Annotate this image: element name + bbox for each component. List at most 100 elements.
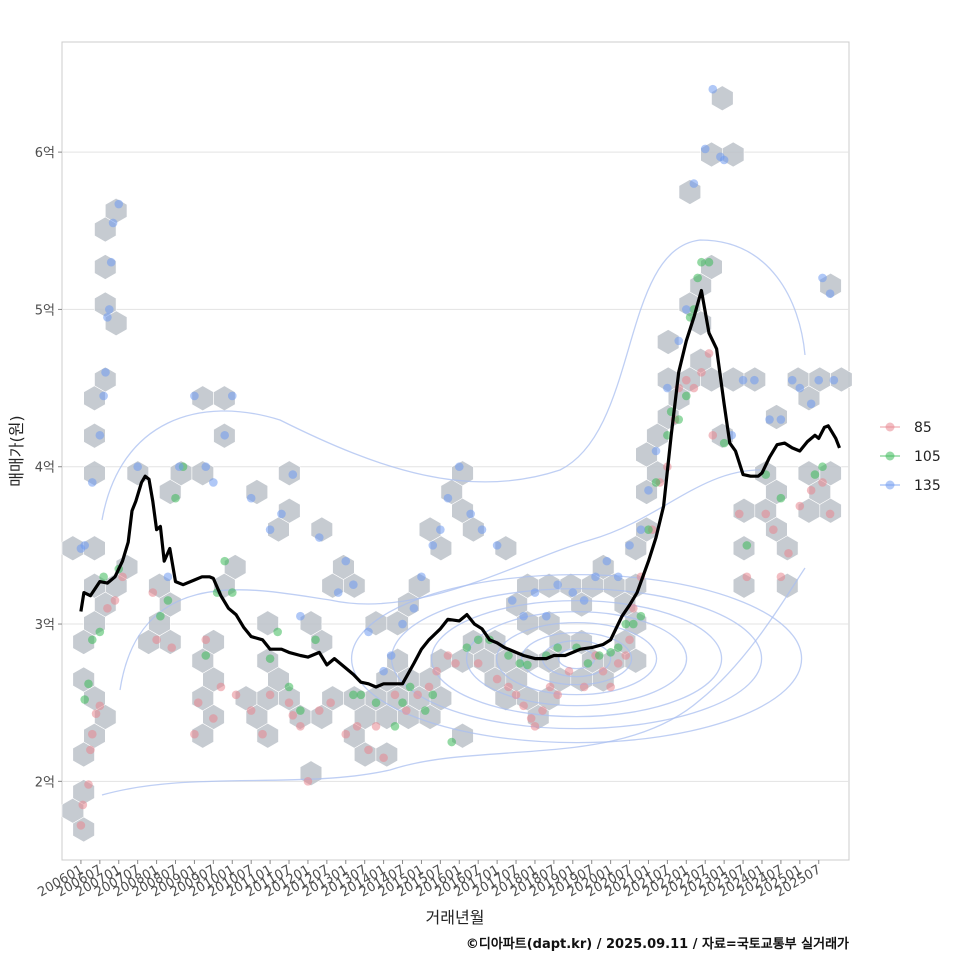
point-135 bbox=[133, 462, 142, 472]
legend-label: 135 bbox=[914, 478, 941, 494]
point-105 bbox=[405, 682, 415, 692]
point-135 bbox=[428, 541, 438, 550]
point-105 bbox=[613, 643, 623, 652]
point-85 bbox=[110, 596, 120, 605]
hexbin-cell bbox=[418, 516, 442, 543]
hexbin-cell bbox=[635, 441, 658, 468]
point-135 bbox=[409, 604, 419, 613]
point-85 bbox=[103, 604, 112, 613]
point-85 bbox=[519, 701, 528, 711]
point-105 bbox=[356, 690, 366, 700]
point-105 bbox=[621, 619, 631, 629]
point-85 bbox=[704, 349, 714, 358]
point-135 bbox=[651, 446, 661, 456]
point-135 bbox=[602, 556, 612, 566]
point-135 bbox=[644, 486, 653, 495]
point-105 bbox=[742, 541, 752, 550]
point-85 bbox=[825, 509, 835, 519]
point-105 bbox=[447, 737, 457, 747]
point-135 bbox=[277, 509, 286, 519]
point-85 bbox=[86, 745, 95, 755]
point-135 bbox=[738, 375, 748, 385]
point-105 bbox=[636, 611, 646, 621]
point-85 bbox=[761, 509, 771, 519]
point-135 bbox=[103, 312, 112, 322]
point-85 bbox=[390, 690, 400, 700]
point-105 bbox=[504, 651, 513, 660]
point-135 bbox=[454, 462, 464, 472]
point-135 bbox=[674, 336, 684, 346]
point-85 bbox=[152, 635, 161, 645]
density-contour bbox=[350, 573, 803, 744]
point-85 bbox=[708, 430, 718, 440]
point-85 bbox=[76, 821, 86, 830]
point-85 bbox=[379, 753, 388, 763]
point-105 bbox=[95, 627, 105, 637]
point-135 bbox=[163, 572, 173, 582]
point-85 bbox=[598, 666, 608, 676]
point-85 bbox=[473, 659, 483, 668]
point-105 bbox=[171, 493, 180, 503]
point-105 bbox=[583, 659, 593, 668]
point-85 bbox=[621, 651, 631, 660]
trend-line bbox=[79, 288, 841, 689]
point-85 bbox=[526, 714, 536, 723]
point-105 bbox=[810, 470, 820, 479]
density-contour bbox=[520, 631, 633, 686]
point-85 bbox=[504, 682, 513, 692]
scatter-points bbox=[76, 84, 839, 830]
point-85 bbox=[564, 666, 574, 676]
point-85 bbox=[246, 706, 256, 715]
point-135 bbox=[568, 588, 578, 597]
point-85 bbox=[209, 714, 218, 723]
y-tick-label: 5억 bbox=[35, 303, 55, 318]
point-85 bbox=[216, 682, 226, 692]
point-135 bbox=[689, 179, 699, 188]
x-axis: 2006012006072007012007072008012008072009… bbox=[35, 860, 824, 900]
point-85 bbox=[689, 383, 699, 393]
point-135 bbox=[806, 399, 816, 409]
point-85 bbox=[776, 572, 786, 582]
point-85 bbox=[511, 690, 521, 700]
point-85 bbox=[258, 729, 267, 739]
point-85 bbox=[190, 729, 199, 739]
point-85 bbox=[424, 682, 434, 692]
point-135 bbox=[466, 509, 475, 519]
point-85 bbox=[84, 780, 93, 789]
hexbin-cell bbox=[776, 535, 799, 562]
point-105 bbox=[428, 690, 438, 700]
legend-label: 105 bbox=[914, 449, 941, 465]
hexbin-cell bbox=[657, 329, 680, 355]
point-135 bbox=[765, 415, 774, 424]
point-135 bbox=[220, 430, 229, 440]
legend-key-point bbox=[885, 451, 895, 461]
point-105 bbox=[523, 660, 532, 670]
hexbin-cell bbox=[494, 535, 518, 562]
point-135 bbox=[227, 391, 237, 401]
legend-key-point bbox=[885, 480, 895, 490]
point-135 bbox=[80, 541, 90, 550]
point-135 bbox=[333, 588, 343, 597]
point-135 bbox=[398, 619, 407, 629]
hexbin-cell bbox=[830, 366, 853, 393]
point-85 bbox=[451, 659, 460, 668]
density-contour bbox=[430, 599, 723, 718]
point-105 bbox=[674, 415, 684, 424]
point-85 bbox=[784, 548, 793, 558]
point-85 bbox=[697, 368, 706, 377]
point-135 bbox=[190, 391, 199, 401]
y-tick-label: 6억 bbox=[35, 146, 55, 161]
point-85 bbox=[432, 666, 441, 676]
point-105 bbox=[473, 635, 483, 645]
point-105 bbox=[515, 659, 525, 668]
point-105 bbox=[651, 478, 661, 487]
point-105 bbox=[594, 651, 604, 660]
point-135 bbox=[814, 375, 824, 385]
point-135 bbox=[829, 375, 839, 385]
point-105 bbox=[265, 654, 275, 663]
point-135 bbox=[492, 541, 502, 550]
point-85 bbox=[265, 690, 275, 700]
point-135 bbox=[519, 611, 528, 621]
point-135 bbox=[579, 596, 589, 605]
